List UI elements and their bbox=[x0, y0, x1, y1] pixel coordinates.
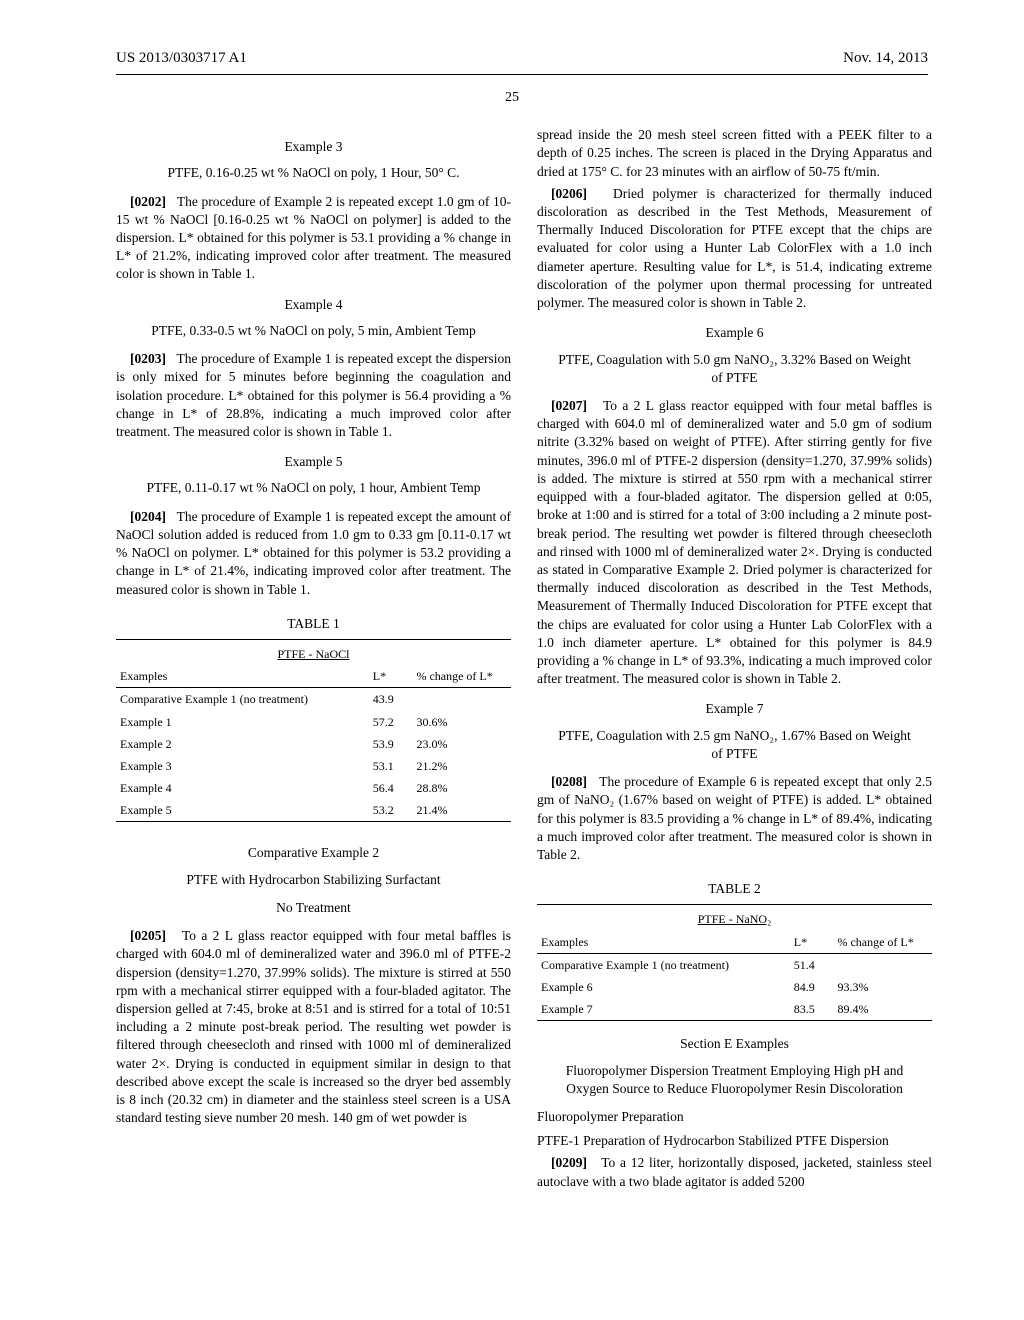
table-col-header: L* bbox=[343, 665, 407, 688]
para-body: The procedure of Example 6 is repeated e… bbox=[537, 774, 932, 862]
table-row: Example 353.121.2% bbox=[116, 755, 511, 777]
table-2-caption: TABLE 2 bbox=[537, 880, 932, 898]
para-num: [0208] bbox=[551, 774, 587, 789]
publication-number: US 2013/0303717 A1 bbox=[116, 48, 247, 68]
section-e-sub-1: Fluoropolymer Preparation bbox=[537, 1108, 932, 1126]
para-num: [0203] bbox=[130, 351, 166, 366]
para-body: To a 12 liter, horizontally disposed, ja… bbox=[537, 1155, 932, 1188]
example-5-title: PTFE, 0.11-0.17 wt % NaOCl on poly, 1 ho… bbox=[136, 479, 491, 497]
table-col-header: Examples bbox=[537, 931, 764, 954]
table-col-header: % change of L* bbox=[827, 931, 932, 954]
table-row: Example 684.993.3% bbox=[537, 976, 932, 998]
example-5-label: Example 5 bbox=[116, 453, 511, 471]
para-0203: [0203] The procedure of Example 1 is rep… bbox=[116, 350, 511, 441]
para-num: [0202] bbox=[130, 194, 166, 209]
comparative-example-2-label: Comparative Example 2 bbox=[116, 844, 511, 862]
para-0208: [0208] The procedure of Example 6 is rep… bbox=[537, 773, 932, 864]
table-row: Example 253.923.0% bbox=[116, 733, 511, 755]
para-0207: [0207] To a 2 L glass reactor equipped w… bbox=[537, 397, 932, 689]
section-e-title: Fluoropolymer Dispersion Treatment Emplo… bbox=[557, 1062, 912, 1098]
section-e-sub-2: PTFE-1 Preparation of Hydrocarbon Stabil… bbox=[537, 1132, 932, 1150]
table-row: Example 553.221.4% bbox=[116, 799, 511, 822]
para-body: To a 2 L glass reactor equipped with fou… bbox=[537, 398, 932, 686]
section-e-label: Section E Examples bbox=[537, 1035, 932, 1053]
table-1-subhead: PTFE - NaOCl bbox=[116, 639, 511, 665]
example-6-label: Example 6 bbox=[537, 324, 932, 342]
page-header: US 2013/0303717 A1 Nov. 14, 2013 bbox=[0, 0, 1024, 74]
para-body: The procedure of Example 1 is repeated e… bbox=[116, 509, 511, 597]
para-0205-cont: spread inside the 20 mesh steel screen f… bbox=[537, 126, 932, 181]
table-col-header: % change of L* bbox=[406, 665, 511, 688]
para-num: [0207] bbox=[551, 398, 587, 413]
table-row: Example 783.589.4% bbox=[537, 998, 932, 1021]
para-num: [0205] bbox=[130, 928, 166, 943]
example-4-label: Example 4 bbox=[116, 296, 511, 314]
table-2-subhead: PTFE - NaNO₂ bbox=[537, 905, 932, 931]
table-row: Example 456.428.8% bbox=[116, 777, 511, 799]
table-col-header: L* bbox=[764, 931, 828, 954]
para-num: [0209] bbox=[551, 1155, 587, 1170]
table-col-header: Examples bbox=[116, 665, 343, 688]
example-3-label: Example 3 bbox=[116, 138, 511, 156]
table-2: PTFE - NaNO₂ Examples L* % change of L* … bbox=[537, 904, 932, 1021]
para-0206: [0206] Dried polymer is characterized fo… bbox=[537, 185, 932, 313]
comparative-example-2-title-1: PTFE with Hydrocarbon Stabilizing Surfac… bbox=[136, 871, 491, 889]
example-7-label: Example 7 bbox=[537, 700, 932, 718]
para-0205: [0205] To a 2 L glass reactor equipped w… bbox=[116, 927, 511, 1127]
example-4-title: PTFE, 0.33-0.5 wt % NaOCl on poly, 5 min… bbox=[136, 322, 491, 340]
para-0202: [0202] The procedure of Example 2 is rep… bbox=[116, 193, 511, 284]
para-0209: [0209] To a 12 liter, horizontally dispo… bbox=[537, 1154, 932, 1190]
page-number: 25 bbox=[0, 75, 1024, 126]
comparative-example-2-title-2: No Treatment bbox=[136, 899, 491, 917]
para-num: [0204] bbox=[130, 509, 166, 524]
table-row: Comparative Example 1 (no treatment)51.4 bbox=[537, 953, 932, 976]
para-num: [0206] bbox=[551, 186, 587, 201]
example-3-title: PTFE, 0.16-0.25 wt % NaOCl on poly, 1 Ho… bbox=[136, 164, 491, 182]
text-columns: Example 3 PTFE, 0.16-0.25 wt % NaOCl on … bbox=[0, 126, 1024, 1195]
example-6-title: PTFE, Coagulation with 5.0 gm NaNO₂, 3.3… bbox=[557, 351, 912, 387]
example-7-title: PTFE, Coagulation with 2.5 gm NaNO₂, 1.6… bbox=[557, 727, 912, 763]
right-column: spread inside the 20 mesh steel screen f… bbox=[537, 126, 932, 1195]
para-body: The procedure of Example 1 is repeated e… bbox=[116, 351, 511, 439]
table-row: Comparative Example 1 (no treatment)43.9 bbox=[116, 688, 511, 711]
publication-date: Nov. 14, 2013 bbox=[843, 48, 928, 68]
para-0204: [0204] The procedure of Example 1 is rep… bbox=[116, 508, 511, 599]
table-1: PTFE - NaOCl Examples L* % change of L* … bbox=[116, 639, 511, 823]
table-1-caption: TABLE 1 bbox=[116, 615, 511, 633]
para-body: Dried polymer is characterized for therm… bbox=[537, 186, 932, 310]
para-body: The procedure of Example 2 is repeated e… bbox=[116, 194, 511, 282]
para-body: To a 2 L glass reactor equipped with fou… bbox=[116, 928, 511, 1125]
table-row: Example 157.230.6% bbox=[116, 711, 511, 733]
left-column: Example 3 PTFE, 0.16-0.25 wt % NaOCl on … bbox=[116, 126, 511, 1195]
